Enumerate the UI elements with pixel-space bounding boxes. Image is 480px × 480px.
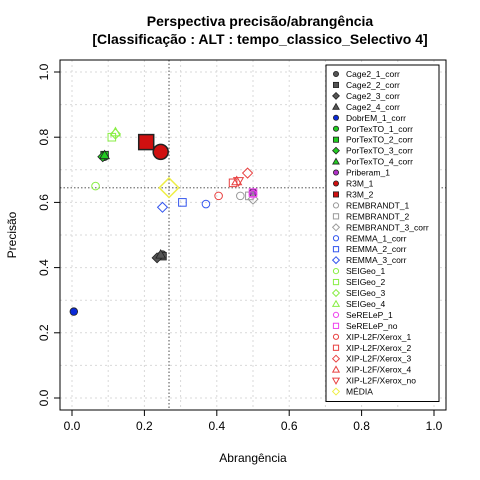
legend-marker <box>332 246 340 253</box>
legend-label: R3M_1 <box>346 179 374 189</box>
legend-marker <box>331 299 341 307</box>
y-tick-label: 0.6 <box>37 194 51 211</box>
x-tick-label: 0.2 <box>136 419 153 433</box>
legend-label: REMBRANDT_2 <box>346 211 410 221</box>
data-point <box>152 143 169 161</box>
data-point <box>236 191 245 201</box>
legend-label: PorTexTO_2_corr <box>346 135 413 145</box>
y-tick-label: 0.0 <box>37 389 51 406</box>
legend-marker <box>332 311 340 318</box>
legend-marker <box>332 169 339 176</box>
legend-label: REMMA_3_corr <box>346 255 407 265</box>
legend-marker <box>332 202 340 209</box>
legend-marker <box>332 333 340 340</box>
data-point <box>248 188 258 197</box>
legend-marker <box>332 102 340 110</box>
legend-label: REMBRANDT_1 <box>346 200 410 210</box>
data-point <box>156 201 169 213</box>
legend-label: REMMA_2_corr <box>346 244 407 254</box>
y-tick-label: 1.0 <box>37 63 51 80</box>
legend-marker <box>332 81 339 88</box>
legend-label: Cage2_2_corr <box>346 80 400 90</box>
legend: Cage2_1_corrCage2_2_corrCage2_3_corrCage… <box>325 64 440 402</box>
data-point <box>109 126 122 137</box>
legend-marker <box>332 268 340 275</box>
legend-marker <box>332 91 340 100</box>
legend-marker <box>331 223 341 232</box>
y-tick-label: 0.2 <box>37 324 51 341</box>
y-tick-label: 0.8 <box>37 129 51 146</box>
legend-label: Priberam_1 <box>346 168 390 178</box>
legend-marker <box>332 344 340 351</box>
data-point <box>155 249 167 259</box>
data-point <box>109 128 122 140</box>
y-tick-label: 0.4 <box>37 259 51 276</box>
legend-marker <box>332 278 340 286</box>
legend-label: DobrEM_1_corr <box>346 113 406 123</box>
legend-label: SEIGeo_4 <box>346 299 385 309</box>
chart-title-line-1: Perspectiva precisão/abrangência <box>147 13 374 29</box>
legend-marker <box>331 354 341 363</box>
data-point <box>214 191 223 201</box>
legend-label: SEIGeo_1 <box>346 266 385 276</box>
legend-label: REMBRANDT_3_corr <box>346 222 429 232</box>
data-point <box>158 176 180 199</box>
legend-label: XIP-L2F/Xerox_4 <box>346 365 411 375</box>
legend-label: SEIGeo_2 <box>346 277 385 287</box>
legend-label: R3M_2 <box>346 189 374 199</box>
data-point <box>99 149 111 160</box>
legend-label: Cage2_4_corr <box>346 102 400 112</box>
legend-marker <box>332 213 340 220</box>
legend-label: Cage2_3_corr <box>346 91 400 101</box>
legend-marker <box>331 288 341 298</box>
legend-marker <box>332 71 339 78</box>
legend-label: XIP-L2F/Xerox_2 <box>346 343 411 353</box>
plot-frame <box>59 59 447 411</box>
legend-label: PorTexTO_1_corr <box>346 124 413 134</box>
data-point <box>91 181 100 191</box>
legend-marker <box>331 387 341 396</box>
legend-marker <box>332 157 340 165</box>
legend-marker <box>332 125 339 132</box>
data-point <box>241 167 254 179</box>
legend-marker <box>331 377 341 385</box>
legend-label: SeRELeP_1 <box>346 310 393 320</box>
data-point <box>178 198 187 207</box>
x-tick-label: 0.4 <box>208 419 225 433</box>
legend-label: MÉDIA <box>346 387 373 397</box>
y-axis-label: Precisão <box>5 211 19 258</box>
legend-marker <box>332 322 340 329</box>
legend-label: PorTexTO_3_corr <box>346 146 413 156</box>
legend-label: REMMA_1_corr <box>346 233 407 243</box>
data-point <box>69 307 79 316</box>
data-point <box>232 177 245 187</box>
data-point <box>231 175 243 186</box>
legend-label: XIP-L2F/Xerox_1 <box>346 332 411 342</box>
x-tick-label: 1.0 <box>426 419 443 433</box>
legend-marker <box>332 191 339 198</box>
x-tick-label: 0.0 <box>64 419 81 433</box>
data-point <box>247 193 259 205</box>
legend-marker <box>331 365 341 373</box>
legend-label: XIP-L2F/Xerox_no <box>346 376 416 386</box>
data-point <box>201 199 211 209</box>
x-tick-label: 0.8 <box>353 419 370 433</box>
legend-marker <box>332 180 339 187</box>
legend-marker <box>332 235 340 242</box>
chart-title-line-2: [Classificação : ALT : tempo_classico_Se… <box>92 31 427 47</box>
data-point <box>137 133 155 151</box>
legend-label: Cage2_1_corr <box>346 69 400 79</box>
legend-label: XIP-L2F/Xerox_3 <box>346 354 411 364</box>
x-axis-label: Abrangência <box>219 451 287 465</box>
legend-marker <box>332 136 339 143</box>
legend-marker <box>332 146 340 155</box>
legend-label: SeRELeP_no <box>346 321 398 331</box>
legend-box <box>325 64 440 402</box>
legend-label: PorTexTO_4_corr <box>346 157 413 167</box>
x-tick-label: 0.6 <box>281 419 298 433</box>
legend-marker <box>331 256 341 265</box>
legend-label: SEIGeo_3 <box>346 288 385 298</box>
legend-marker <box>332 114 339 121</box>
